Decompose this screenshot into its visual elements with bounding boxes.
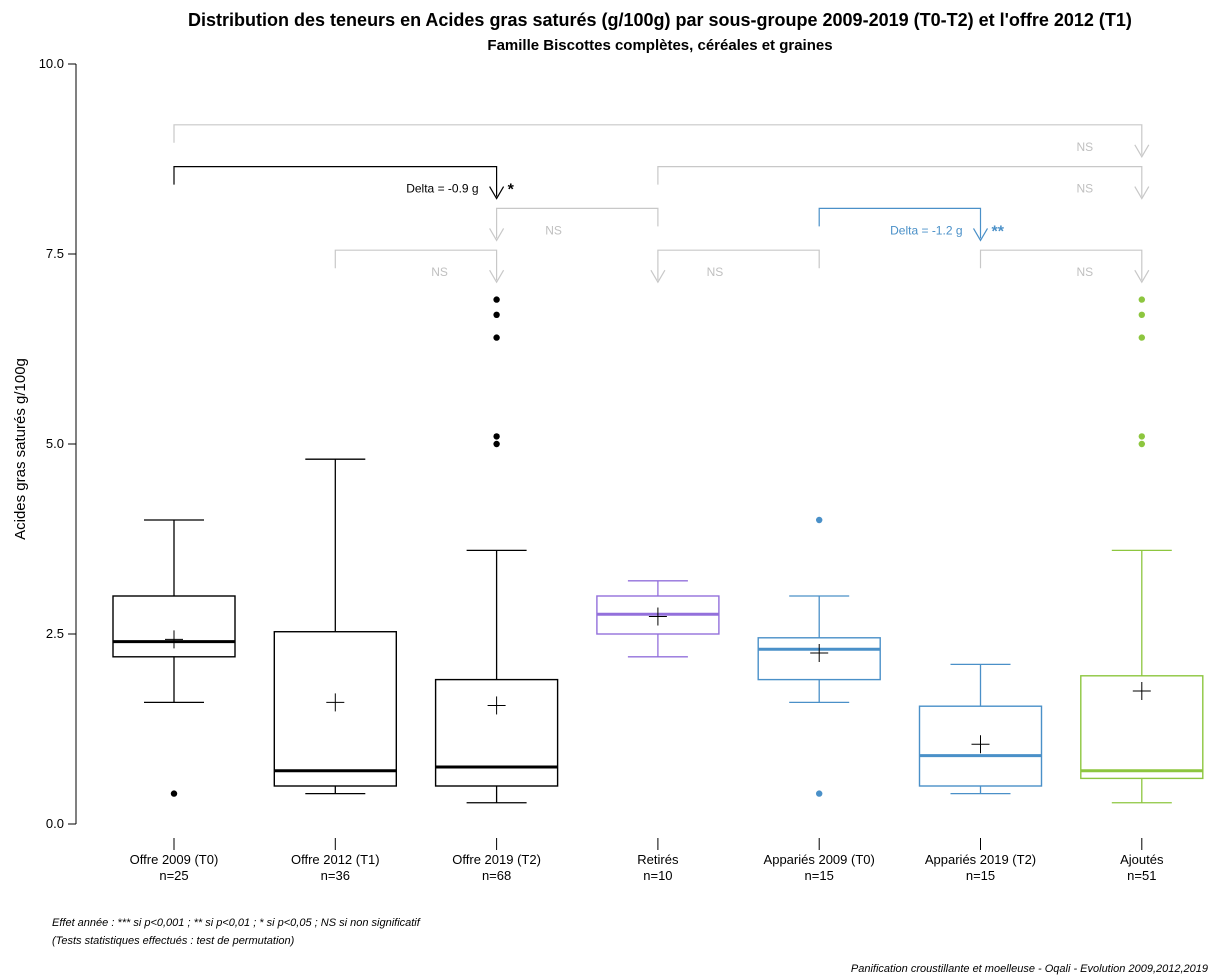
sample-size-label: n=36 — [321, 868, 350, 883]
category-label: Offre 2012 (T1) — [291, 852, 380, 867]
significance-stars: * — [508, 182, 515, 199]
comparison-bracket — [657, 166, 1150, 200]
y-tick-label: 0.0 — [46, 816, 64, 831]
sample-size-label: n=10 — [643, 868, 672, 883]
comparison-bracket — [173, 124, 1150, 158]
ns-label: NS — [545, 223, 562, 237]
chart-title: Distribution des teneurs en Acides gras … — [188, 10, 1132, 30]
outlier-point — [493, 440, 500, 448]
category-label: Appariés 2009 (T0) — [764, 852, 875, 867]
bracket-arrow — [1134, 269, 1150, 284]
sample-size-label: n=51 — [1127, 868, 1156, 883]
comparison-bracket — [334, 249, 505, 284]
outlier-point — [493, 311, 500, 318]
box-group — [757, 516, 881, 850]
outlier-point — [1138, 334, 1146, 341]
bracket-arrow — [650, 269, 666, 284]
bracket-arrow — [489, 228, 505, 242]
ns-label: NS — [431, 265, 448, 279]
y-tick-label: 2.5 — [46, 626, 64, 641]
outlier-point — [493, 334, 500, 341]
y-axis-label: Acides gras saturés g/100g — [12, 358, 29, 540]
ns-label: NS — [707, 265, 724, 279]
bracket-line — [173, 166, 498, 197]
outlier-point — [1138, 433, 1146, 440]
bracket-line — [818, 207, 982, 239]
box-group — [596, 580, 720, 850]
box-group — [112, 519, 236, 850]
comparison-bracket — [650, 249, 820, 284]
sample-size-label: n=15 — [966, 868, 995, 883]
comparison-bracket — [489, 207, 659, 242]
category-label: Offre 2019 (T2) — [452, 852, 541, 867]
iqr-box — [757, 637, 881, 681]
box-group — [434, 296, 559, 850]
outlier-point — [1138, 296, 1146, 303]
source-caption: Panification croustillante et moelleuse … — [850, 963, 1208, 975]
outlier-point — [816, 516, 823, 524]
bracket-line — [496, 207, 659, 239]
outlier-point — [170, 790, 178, 797]
y-tick-label: 7.5 — [46, 246, 64, 261]
sample-size-label: n=15 — [805, 868, 834, 883]
ns-label: NS — [1076, 265, 1093, 279]
box-group — [273, 458, 397, 850]
bracket-arrow — [1134, 186, 1150, 200]
bracket-arrow — [489, 269, 505, 284]
comparison-bracket — [979, 249, 1150, 284]
test-note: (Tests statistiques effectués : test de … — [52, 935, 295, 947]
box-group — [1080, 296, 1204, 850]
chart-subtitle: Famille Biscottes complètes, céréales et… — [487, 37, 832, 54]
comparison-bracket — [173, 166, 505, 200]
iqr-box — [1080, 675, 1204, 780]
outlier-point — [816, 790, 823, 797]
iqr-box — [273, 631, 397, 787]
sample-size-label: n=25 — [159, 868, 188, 883]
bracket-arrow — [489, 186, 505, 200]
bracket-arrow — [1134, 144, 1150, 158]
comparison-bracket — [818, 207, 989, 242]
sample-size-label: n=68 — [482, 868, 511, 883]
bracket-arrow — [972, 228, 989, 242]
significance-note: Effet année : *** si p<0,001 ; ** si p<0… — [52, 917, 420, 929]
iqr-box — [112, 595, 236, 658]
bracket-line — [334, 249, 498, 281]
bracket-line — [657, 166, 1143, 197]
bracket-line — [173, 124, 1143, 155]
y-tick-label: 10.0 — [39, 56, 64, 71]
ns-label: NS — [1076, 182, 1093, 196]
outlier-point — [493, 296, 500, 303]
category-label: Appariés 2019 (T2) — [925, 852, 1036, 867]
bracket-line — [657, 249, 820, 281]
significance-stars: ** — [992, 223, 1005, 240]
ns-label: NS — [1076, 140, 1093, 154]
category-label: Ajoutés — [1120, 852, 1164, 867]
delta-label: Delta = -0.9 g — [406, 182, 478, 196]
box-group — [918, 663, 1043, 850]
delta-label: Delta = -1.2 g — [890, 223, 962, 237]
outlier-point — [493, 433, 500, 440]
category-label: Retirés — [637, 852, 679, 867]
outlier-point — [1138, 440, 1146, 448]
y-tick-label: 5.0 — [46, 436, 64, 451]
category-label: Offre 2009 (T0) — [130, 852, 219, 867]
iqr-box — [918, 705, 1043, 787]
outlier-point — [1138, 311, 1146, 318]
bracket-line — [979, 249, 1143, 281]
iqr-box — [434, 678, 559, 787]
